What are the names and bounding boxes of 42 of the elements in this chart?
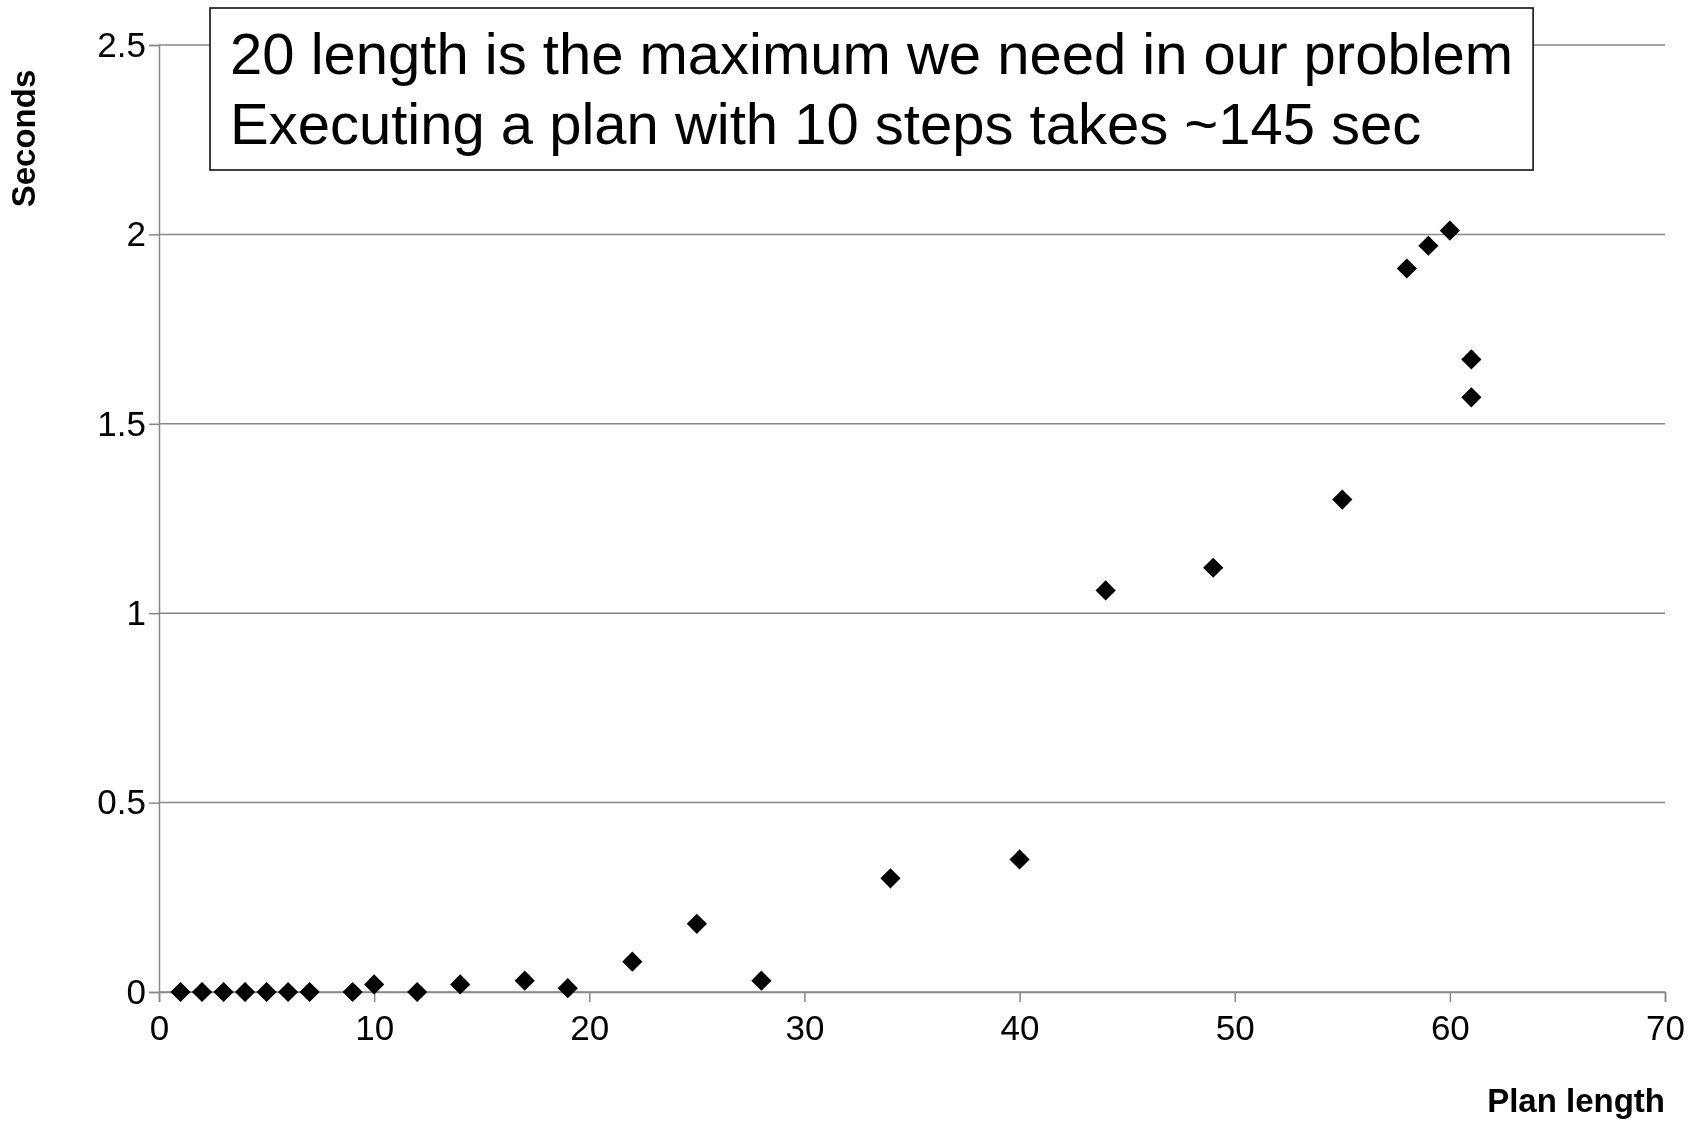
point <box>256 981 277 1003</box>
y-tick-label: 0.5 <box>97 782 146 822</box>
point <box>1009 849 1030 870</box>
point <box>450 974 471 995</box>
point <box>299 981 320 1003</box>
x-tick-label: 10 <box>355 1008 395 1047</box>
point <box>1203 557 1224 578</box>
point <box>234 981 256 1003</box>
point <box>364 974 385 995</box>
y-tick-label: 2 <box>126 214 146 254</box>
point <box>880 868 901 889</box>
x-tick-label: 50 <box>1215 1008 1255 1047</box>
point <box>1439 220 1460 241</box>
x-axis-title: Plan length <box>1487 1082 1665 1119</box>
point <box>1461 349 1482 370</box>
point <box>557 978 578 999</box>
point <box>213 981 234 1003</box>
point <box>622 951 643 972</box>
point <box>277 981 299 1003</box>
point <box>514 970 535 991</box>
y-axis-title: Seconds <box>5 69 43 208</box>
point <box>407 981 428 1003</box>
y-tick-label: 1.5 <box>97 403 146 443</box>
x-tick-label: 20 <box>570 1008 610 1047</box>
point <box>1418 235 1439 256</box>
point <box>686 913 707 934</box>
x-tick-label: 70 <box>1646 1008 1685 1047</box>
x-tick-label: 60 <box>1430 1008 1470 1047</box>
point <box>1095 580 1116 601</box>
point <box>1332 489 1353 510</box>
point <box>170 981 191 1003</box>
y-tick-label: 2.5 <box>97 24 146 64</box>
annotation: 20 length is the maximum we need in our problem Executing a plan with 10 steps takes ~145 sec <box>230 21 1514 156</box>
y-tick-label: 0 <box>126 971 146 1011</box>
point <box>751 970 772 991</box>
point <box>342 981 363 1003</box>
point <box>1396 258 1417 279</box>
x-tick-label: 40 <box>1000 1008 1040 1047</box>
point <box>1461 387 1482 408</box>
x-tick-label: 30 <box>785 1008 825 1047</box>
point <box>191 981 213 1003</box>
y-tick-label: 1 <box>126 592 146 632</box>
